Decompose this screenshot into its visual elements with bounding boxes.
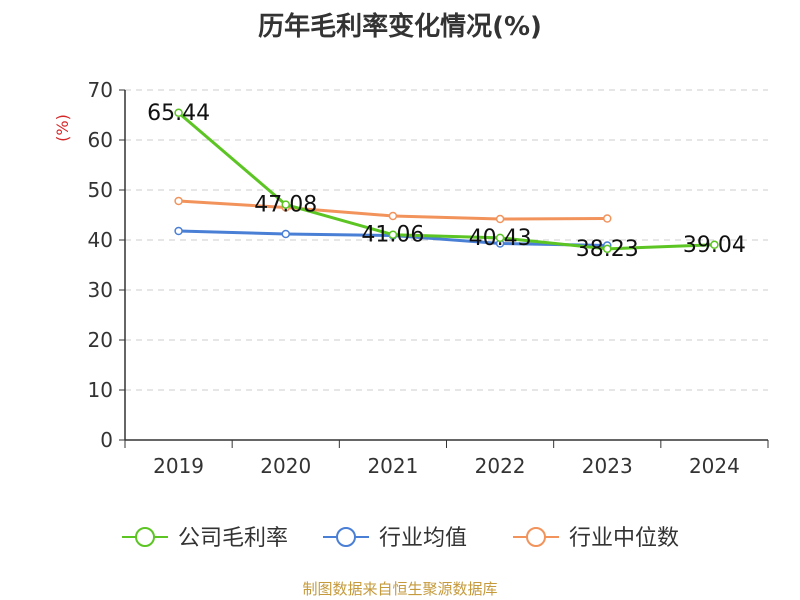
y-tick-label: 30 [88,278,113,302]
data-point [281,229,290,239]
data-point [495,214,505,224]
data-point [174,226,183,236]
data-label: 41.06 [361,223,424,248]
x-tick-label: 2022 [475,454,526,478]
x-tick-label: 2019 [153,454,204,478]
y-tick-label: 60 [88,128,113,152]
data-point [603,244,612,254]
y-tick-label: 50 [88,178,113,202]
data-point [710,240,719,250]
legend-label: 行业均值 [379,526,467,551]
y-tick-label: 0 [100,428,113,452]
data-label: 38.23 [576,237,639,262]
x-tick-label: 2024 [689,454,740,478]
data-label: 40.43 [469,226,532,251]
y-tick-label: 70 [88,78,113,102]
series-lines [174,108,719,254]
axes: 0 10 20 30 40 50 60 70 2019 2020 2021 2022 2023 2024 (… [53,78,769,478]
data-point [495,233,505,243]
y-tick-label: 20 [88,328,113,352]
legend: 公司毛利率 行业均值 行业中位数 [122,526,679,551]
legend-marker [135,527,155,547]
y-tick-label: 10 [88,378,113,402]
data-point [174,196,183,206]
data-label: 39.04 [683,233,746,258]
chart-title: 历年毛利率变化情况(%) [258,12,542,42]
legend-label: 公司毛利率 [178,526,288,551]
source-note: 制图数据来自恒生聚源数据库 [302,580,498,598]
x-tick-label: 2021 [367,454,418,478]
data-point [174,108,183,118]
data-labels: 65.44 47.08 41.06 40.43 38.23 39.04 [147,101,746,262]
legend-label: 行业中位数 [569,526,679,551]
data-point [603,214,612,223]
data-point [388,211,398,221]
x-tick-label: 2023 [582,454,633,478]
y-tick-label: 40 [88,228,113,252]
data-point [388,230,398,239]
x-tick-label: 2020 [260,454,311,478]
series-line-0 [177,111,715,251]
data-label: 47.08 [254,193,317,218]
data-label: 65.44 [147,101,210,126]
legend-marker [336,527,356,547]
y-axis-label: (%) [53,114,72,142]
legend-marker [526,527,546,547]
data-point [281,200,290,209]
